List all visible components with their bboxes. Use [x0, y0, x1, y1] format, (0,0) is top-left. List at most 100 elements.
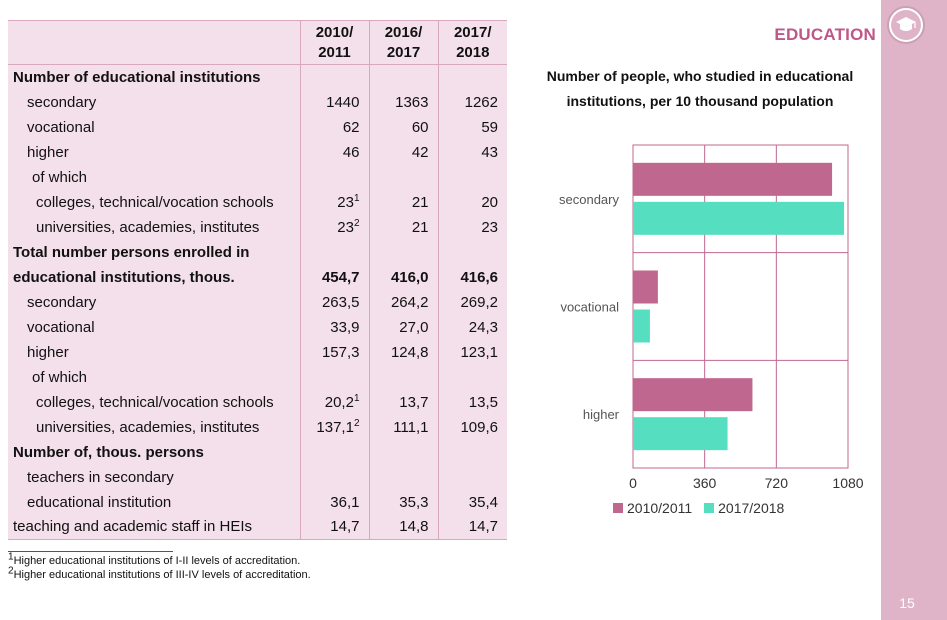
row-value: 36,1	[299, 489, 369, 515]
row-value	[368, 64, 438, 90]
row-value	[299, 364, 369, 390]
table-row: educational institution 36,1 35,3 35,4	[8, 489, 507, 515]
x-tick-label: 720	[765, 475, 789, 491]
row-value: 157,3	[299, 339, 369, 365]
table-row: of which	[8, 164, 507, 190]
row-value: 1440	[299, 89, 369, 115]
row-value: 20,21	[299, 389, 369, 415]
row-label: secondary	[8, 89, 300, 115]
table-row: secondary 263,5 264,2 269,2	[8, 289, 507, 315]
row-label: universities, academies, institutes	[8, 214, 300, 240]
row-value: 263,5	[299, 289, 369, 315]
bar-secondary-2017/2018	[633, 201, 845, 235]
table-row: Total number persons enrolled in	[8, 239, 507, 265]
right-sidebar	[881, 0, 947, 620]
row-value: 416,6	[437, 264, 507, 290]
graduation-cap-icon	[887, 6, 925, 44]
header-col-2: 2016/2017	[368, 20, 438, 65]
table-row: colleges, technical/vocation schools 20,2…	[8, 389, 507, 415]
x-tick-label: 0	[629, 475, 637, 491]
bar-vocational-2017/2018	[633, 309, 650, 343]
chart-legend: 2010/2011 2017/2018	[613, 500, 796, 516]
row-value: 21	[368, 189, 438, 215]
row-label: teaching and academic staff in HEIs	[8, 514, 300, 540]
plot-border	[632, 144, 849, 469]
table-row: Number of educational institutions	[8, 64, 507, 90]
row-label: Total number persons enrolled in	[8, 239, 300, 265]
legend-label: 2017/2018	[718, 500, 785, 516]
row-label: vocational	[8, 114, 300, 140]
row-value: 62	[299, 114, 369, 140]
row-value: 42	[368, 139, 438, 165]
row-value: 59	[437, 114, 507, 140]
row-value	[299, 64, 369, 90]
table-row: universities, academies, institutes 232 21…	[8, 214, 507, 240]
row-value: 1262	[437, 89, 507, 115]
footnote-mark: 2	[353, 417, 360, 429]
row-label: educational institution	[8, 489, 300, 515]
row-value: 14,8	[368, 514, 438, 540]
row-label: of which	[8, 164, 300, 190]
row-value: 232	[299, 214, 369, 240]
bar-secondary-2010/2011	[633, 162, 833, 196]
table-row: colleges, technical/vocation schools 231 2…	[8, 189, 507, 215]
legend-swatch	[613, 503, 623, 513]
row-value: 21	[368, 214, 438, 240]
row-label: teachers in secondary	[8, 464, 300, 490]
bar-vocational-2010/2011	[633, 270, 658, 304]
row-value: 123,1	[437, 339, 507, 365]
legend-item: 2017/2018	[704, 500, 784, 516]
table-row: higher 157,3 124,8 123,1	[8, 339, 507, 365]
header-col-1: 2010/2011	[299, 20, 369, 65]
row-value: 23	[437, 214, 507, 240]
row-value	[437, 364, 507, 390]
row-value: 1363	[368, 89, 438, 115]
row-value: 14,7	[437, 514, 507, 540]
footnote-2: 2Higher educational institutions of III-…	[8, 565, 311, 581]
row-label: vocational	[8, 314, 300, 340]
row-value: 231	[299, 189, 369, 215]
row-value: 13,5	[437, 389, 507, 415]
page-number: 15	[899, 595, 915, 611]
row-label: colleges, technical/vocation schools	[8, 189, 300, 215]
row-label: secondary	[8, 289, 300, 315]
row-value: 416,0	[368, 264, 438, 290]
legend-item: 2010/2011	[613, 500, 692, 516]
statistics-table: 2010/2011 2016/2017 2017/2018 Number of …	[8, 20, 507, 540]
table-row: teaching and academic staff in HEIs 14,7 1…	[8, 514, 507, 540]
bar-chart: 0 360 720 1080 secondary vocational higher	[559, 144, 864, 491]
row-value: 264,2	[368, 289, 438, 315]
row-value: 13,7	[368, 389, 438, 415]
row-label: higher	[8, 339, 300, 365]
category-label: higher	[583, 407, 620, 422]
row-value	[437, 239, 507, 265]
row-value	[299, 239, 369, 265]
row-label: educational institutions, thous.	[8, 264, 300, 290]
table-row: universities, academies, institutes 137,1…	[8, 414, 507, 440]
row-value: 269,2	[437, 289, 507, 315]
row-value: 46	[299, 139, 369, 165]
table-row: vocational 62 60 59	[8, 114, 507, 140]
row-value: 111,1	[368, 414, 438, 440]
row-value: 43	[437, 139, 507, 165]
row-value	[368, 439, 438, 465]
row-label: Number of educational institutions	[8, 64, 300, 90]
chart-title: Number of people, who studied in educati…	[546, 68, 854, 109]
row-label: higher	[8, 139, 300, 165]
table-row: secondary 1440 1363 1262	[8, 89, 507, 115]
row-value: 137,12	[299, 414, 369, 440]
row-value: 20	[437, 189, 507, 215]
table-row: vocational 33,9 27,0 24,3	[8, 314, 507, 340]
row-value	[368, 164, 438, 190]
row-value	[437, 464, 507, 490]
table-header-row: 2010/2011 2016/2017 2017/2018	[8, 20, 507, 65]
row-value	[437, 439, 507, 465]
row-value	[299, 439, 369, 465]
x-tick-label: 1080	[832, 475, 863, 491]
row-value: 109,6	[437, 414, 507, 440]
row-value: 35,3	[368, 489, 438, 515]
legend-label: 2010/2011	[627, 500, 693, 516]
footnote-divider	[8, 551, 173, 552]
table-row: teachers in secondary	[8, 464, 507, 490]
bar-higher-2010/2011	[633, 378, 753, 412]
